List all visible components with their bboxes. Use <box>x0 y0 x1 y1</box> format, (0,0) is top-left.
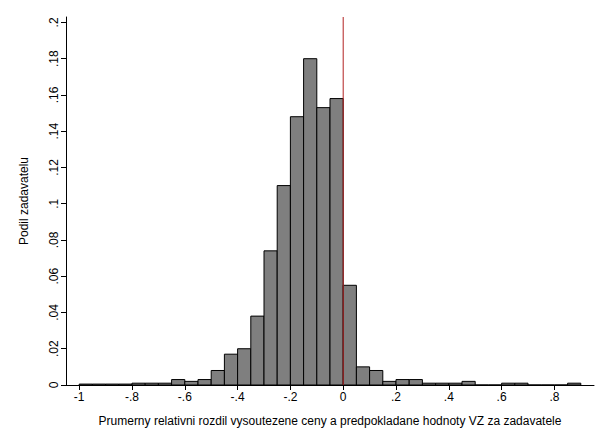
svg-text:-.4: -.4 <box>231 390 245 404</box>
svg-text:.18: .18 <box>47 50 61 67</box>
svg-text:-1: -1 <box>74 390 85 404</box>
svg-text:Podil zadavatelu: Podil zadavatelu <box>17 157 31 245</box>
svg-text:.06: .06 <box>47 268 61 285</box>
svg-text:.02: .02 <box>47 340 61 357</box>
svg-text:.12: .12 <box>47 159 61 176</box>
svg-text:.4: .4 <box>444 390 454 404</box>
svg-text:-.8: -.8 <box>125 390 139 404</box>
svg-text:.8: .8 <box>549 390 559 404</box>
svg-text:.04: .04 <box>47 304 61 321</box>
svg-text:.08: .08 <box>47 231 61 248</box>
svg-text:-.6: -.6 <box>178 390 192 404</box>
svg-text:.2: .2 <box>391 390 401 404</box>
svg-text:.1: .1 <box>47 198 61 208</box>
svg-text:.2: .2 <box>47 17 61 27</box>
svg-text:.14: .14 <box>47 123 61 140</box>
svg-text:0: 0 <box>47 381 61 388</box>
svg-text:.6: .6 <box>497 390 507 404</box>
svg-text:.16: .16 <box>47 86 61 103</box>
svg-text:0: 0 <box>340 390 347 404</box>
svg-text:-.2: -.2 <box>283 390 297 404</box>
svg-text:Prumerny relativni rozdil vyso: Prumerny relativni rozdil vysoutezene ce… <box>99 414 562 428</box>
